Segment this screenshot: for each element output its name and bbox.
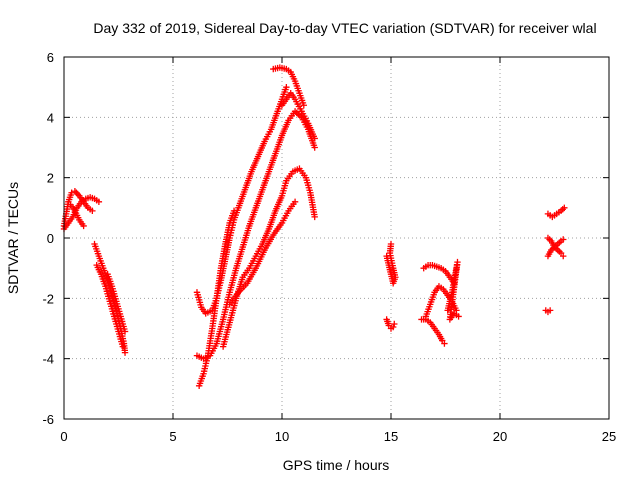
y-tick-label: -4 [42,352,54,367]
data-point [441,340,448,347]
x-tick-label: 25 [602,429,616,444]
data-point [546,307,554,314]
data-point [80,222,87,230]
data-point [311,213,318,221]
data-point [311,135,318,142]
data-point [230,207,238,215]
data-point [95,198,103,205]
data-point [391,320,398,328]
data-point [387,240,395,248]
data-point [283,83,290,91]
y-tick-label: -2 [42,291,54,306]
data-point [119,343,127,350]
x-axis-label: GPS time / hours [283,457,390,473]
data-point [71,188,79,195]
data-point [311,144,318,151]
x-tick-label: 5 [169,429,176,444]
data-point [300,102,307,109]
data-point [560,236,567,243]
y-tick-label: 0 [47,231,54,246]
x-tick-label: 20 [493,429,507,444]
y-tick-label: 6 [47,50,54,65]
x-tick-label: 15 [384,429,398,444]
data-point-interp [74,191,82,198]
x-tick-label: 0 [60,429,67,444]
data-point [389,323,397,331]
data-point [121,349,129,356]
chart-title: Day 332 of 2019, Sidereal Day-to-day VTE… [93,20,596,36]
axis-ticks: 0 5 10 15 20 25 -6 -4 -2 0 2 4 6 [42,50,616,444]
data-point-interp [73,189,80,196]
data-point [455,313,462,320]
data-point [560,252,567,260]
data-points [60,64,568,390]
y-tick-label: 2 [47,171,54,186]
grid-lines [64,57,609,419]
y-tick-label: -6 [42,412,54,427]
data-point [561,204,568,212]
y-axis-label: SDTVAR / TECUs [5,182,21,294]
data-point [291,198,299,205]
y-tick-label: 4 [47,110,54,125]
data-point [121,328,129,335]
data-point [89,207,96,215]
x-tick-label: 10 [275,429,289,444]
